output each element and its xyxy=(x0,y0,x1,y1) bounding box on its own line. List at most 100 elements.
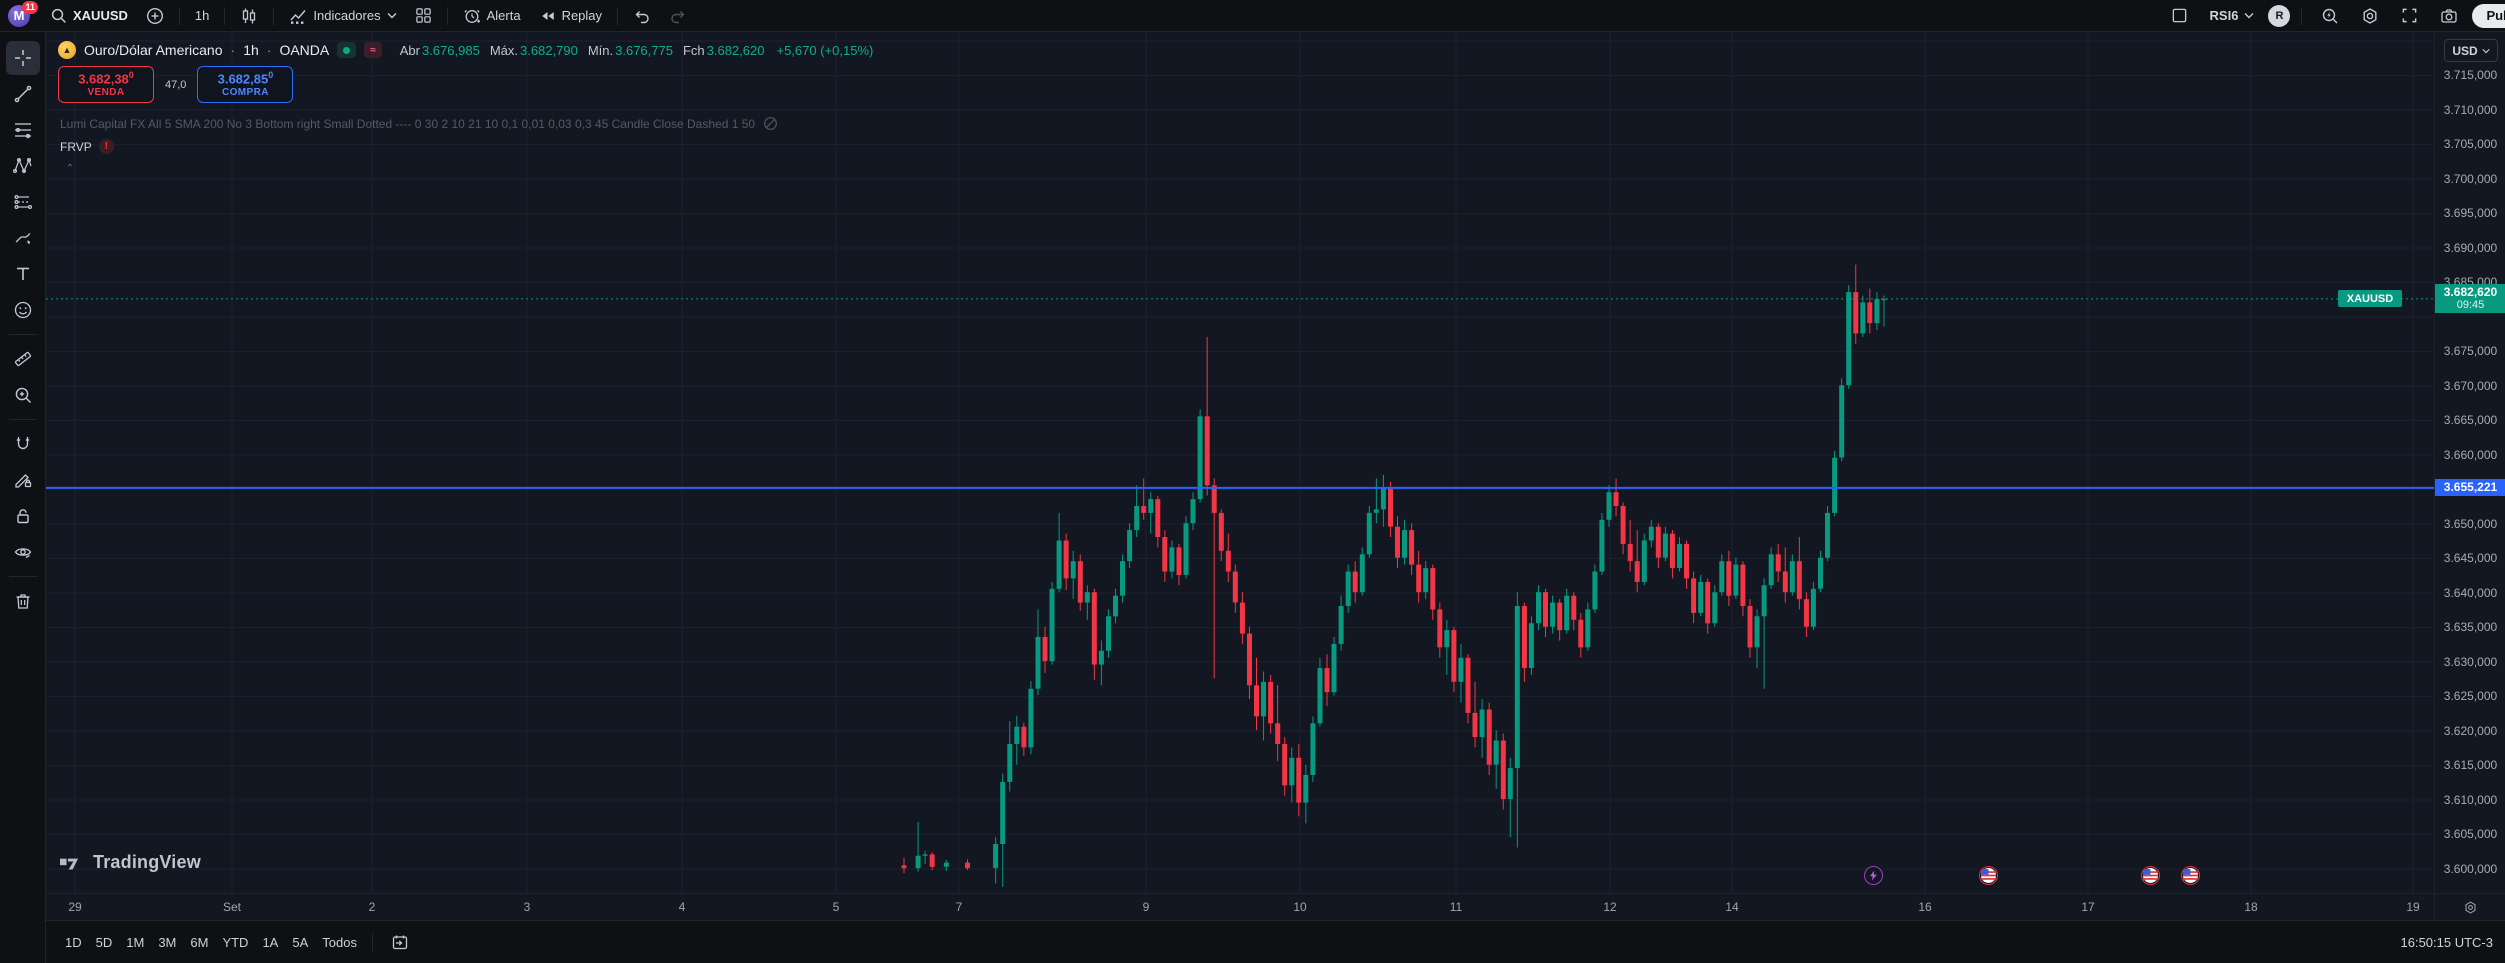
buy-button[interactable]: 3.682,850 COMPRA xyxy=(197,66,294,103)
indicator-legend-row[interactable]: FRVP ! xyxy=(60,139,114,154)
range-button-ytd[interactable]: YTD xyxy=(222,934,249,950)
candle-body xyxy=(1084,592,1090,603)
tool-remove-drawings[interactable] xyxy=(6,584,40,618)
candle-body xyxy=(1141,506,1147,513)
candle-body xyxy=(1747,606,1753,648)
snapshot-button[interactable] xyxy=(2432,3,2466,29)
tool-forecast[interactable] xyxy=(6,185,40,219)
publish-button[interactable]: Pub xyxy=(2472,3,2505,28)
candle-body xyxy=(1437,609,1443,648)
time-tick-label: 16 xyxy=(1918,900,1932,914)
candle-body xyxy=(1091,592,1097,665)
sell-button[interactable]: 3.682,380 VENDA xyxy=(58,66,154,103)
eye-off-icon[interactable] xyxy=(763,116,778,131)
top-toolbar: M 11 XAUUSD 1h Indi xyxy=(0,0,2505,32)
range-button-todos[interactable]: Todos xyxy=(322,934,357,950)
tool-pattern-xabcd[interactable] xyxy=(6,149,40,183)
go-to-date-button[interactable] xyxy=(383,929,417,955)
range-button-1a[interactable]: 1A xyxy=(262,934,279,950)
notifications-badge: 11 xyxy=(22,0,38,14)
current-price-label[interactable]: 3.682,620 09:45 xyxy=(2435,284,2505,313)
tool-measure[interactable] xyxy=(6,342,40,376)
tool-lock-all[interactable] xyxy=(6,499,40,533)
symbol-search-button[interactable]: XAUUSD xyxy=(42,3,136,29)
price-axis[interactable]: USD 3.682,620 09:45 3.655,221 3.715,000 3… xyxy=(2434,32,2505,893)
low-label: Mín. xyxy=(587,42,614,58)
tool-hide-all[interactable] xyxy=(6,535,40,569)
range-button-6m[interactable]: 6M xyxy=(190,934,209,950)
range-button-1m[interactable]: 1M xyxy=(126,934,145,950)
price-line-symbol-tag[interactable]: XAUUSD xyxy=(2338,290,2402,307)
time-tick-label: 12 xyxy=(1603,900,1617,914)
panel-toggle-button[interactable] xyxy=(2163,3,2196,29)
candle-body xyxy=(1691,578,1697,613)
interval-button[interactable]: 1h xyxy=(187,3,217,29)
candle-body xyxy=(1282,744,1288,786)
buy-label: COMPRA xyxy=(222,87,269,99)
candle-body xyxy=(1620,506,1626,544)
sidebar-divider xyxy=(8,576,37,577)
candle-body xyxy=(1388,488,1393,527)
range-button-5a[interactable]: 5A xyxy=(292,934,309,950)
time-axis[interactable]: 29 Set 2 3 4 5 7 9 10 11 12 14 16 17 18 19 xyxy=(46,893,2505,921)
candle-body xyxy=(1063,540,1069,579)
candle-body xyxy=(1775,554,1781,572)
tool-text[interactable] xyxy=(6,257,40,291)
price-tick-label: 3.640,000 xyxy=(2443,586,2498,600)
tool-crosshair[interactable] xyxy=(5,41,40,75)
us-economic-event-icon[interactable] xyxy=(2180,866,2200,885)
tool-magnet[interactable] xyxy=(6,427,40,461)
indicators-button[interactable]: Indicadores xyxy=(281,3,404,29)
candle-body xyxy=(1423,568,1429,593)
tool-fib-retracement[interactable] xyxy=(6,113,40,147)
chart-legend-header[interactable]: ▲ Ouro/Dólar Americano · 1h · OANDA ≈ Ab… xyxy=(58,41,873,59)
tradingview-logo[interactable]: TradingView xyxy=(60,852,201,873)
chart-style-button[interactable] xyxy=(232,3,266,29)
session-clock[interactable]: 16:50:15 UTC-3 xyxy=(2400,934,2494,950)
range-button-1d[interactable]: 1D xyxy=(65,934,82,950)
us-economic-event-icon[interactable] xyxy=(1978,866,1998,885)
indicator-legend-row[interactable]: Lumi Capital FX All 5 SMA 200 No 3 Botto… xyxy=(60,116,778,131)
candle-body xyxy=(1719,561,1725,593)
replay-button[interactable]: Replay xyxy=(531,3,610,29)
candle-body xyxy=(1042,637,1048,662)
settings-button[interactable] xyxy=(2353,3,2387,29)
tool-zoom-in[interactable] xyxy=(6,378,40,412)
exchange-label: OANDA xyxy=(279,42,330,58)
price-tick-label: 3.630,000 xyxy=(2443,655,2498,669)
tool-drawing-lock[interactable] xyxy=(6,463,40,497)
currency-toggle-button[interactable]: USD xyxy=(2444,39,2498,62)
candle-body xyxy=(1803,599,1809,627)
tool-trend-line[interactable] xyxy=(6,77,40,111)
range-button-5d[interactable]: 5D xyxy=(95,934,113,950)
redo-button[interactable] xyxy=(661,3,695,29)
compare-add-button[interactable] xyxy=(138,3,172,29)
time-axis-settings-button[interactable] xyxy=(2434,894,2505,921)
redo-icon xyxy=(669,8,687,24)
undo-button[interactable] xyxy=(625,3,659,29)
secondary-avatar[interactable]: R xyxy=(2268,4,2291,27)
indicator-title: Lumi Capital FX All 5 SMA 200 No 3 Botto… xyxy=(60,116,756,131)
quick-search-button[interactable] xyxy=(2313,3,2347,29)
range-button-3m[interactable]: 3M xyxy=(158,934,177,950)
candle-body xyxy=(1035,637,1041,689)
delayed-data-pill[interactable]: ≈ xyxy=(364,42,382,58)
indicator-error-icon[interactable]: ! xyxy=(98,139,114,154)
alert-button[interactable]: Alerta xyxy=(455,3,529,29)
earnings-event-icon[interactable] xyxy=(1863,866,1883,885)
user-avatar[interactable]: M 11 xyxy=(6,0,38,30)
candle-body xyxy=(993,844,999,869)
market-status-pill[interactable] xyxy=(337,42,357,58)
chart-pane[interactable]: ▲ Ouro/Dólar Americano · 1h · OANDA ≈ Ab… xyxy=(46,32,2434,893)
candle-body xyxy=(1416,564,1422,593)
fullscreen-icon xyxy=(2401,7,2418,24)
indicator-templates-button[interactable] xyxy=(407,3,440,29)
candle-body xyxy=(1232,571,1238,603)
tool-brush[interactable] xyxy=(6,221,40,255)
layout-indicator-dropdown[interactable]: RSI6 xyxy=(2202,3,2263,29)
us-economic-event-icon[interactable] xyxy=(2140,866,2160,885)
fullscreen-button[interactable] xyxy=(2393,3,2426,29)
legend-collapse-button[interactable]: ⌃ xyxy=(65,162,75,174)
tool-emoji[interactable] xyxy=(6,293,40,327)
horizontal-line-price-label[interactable]: 3.655,221 xyxy=(2435,479,2505,496)
